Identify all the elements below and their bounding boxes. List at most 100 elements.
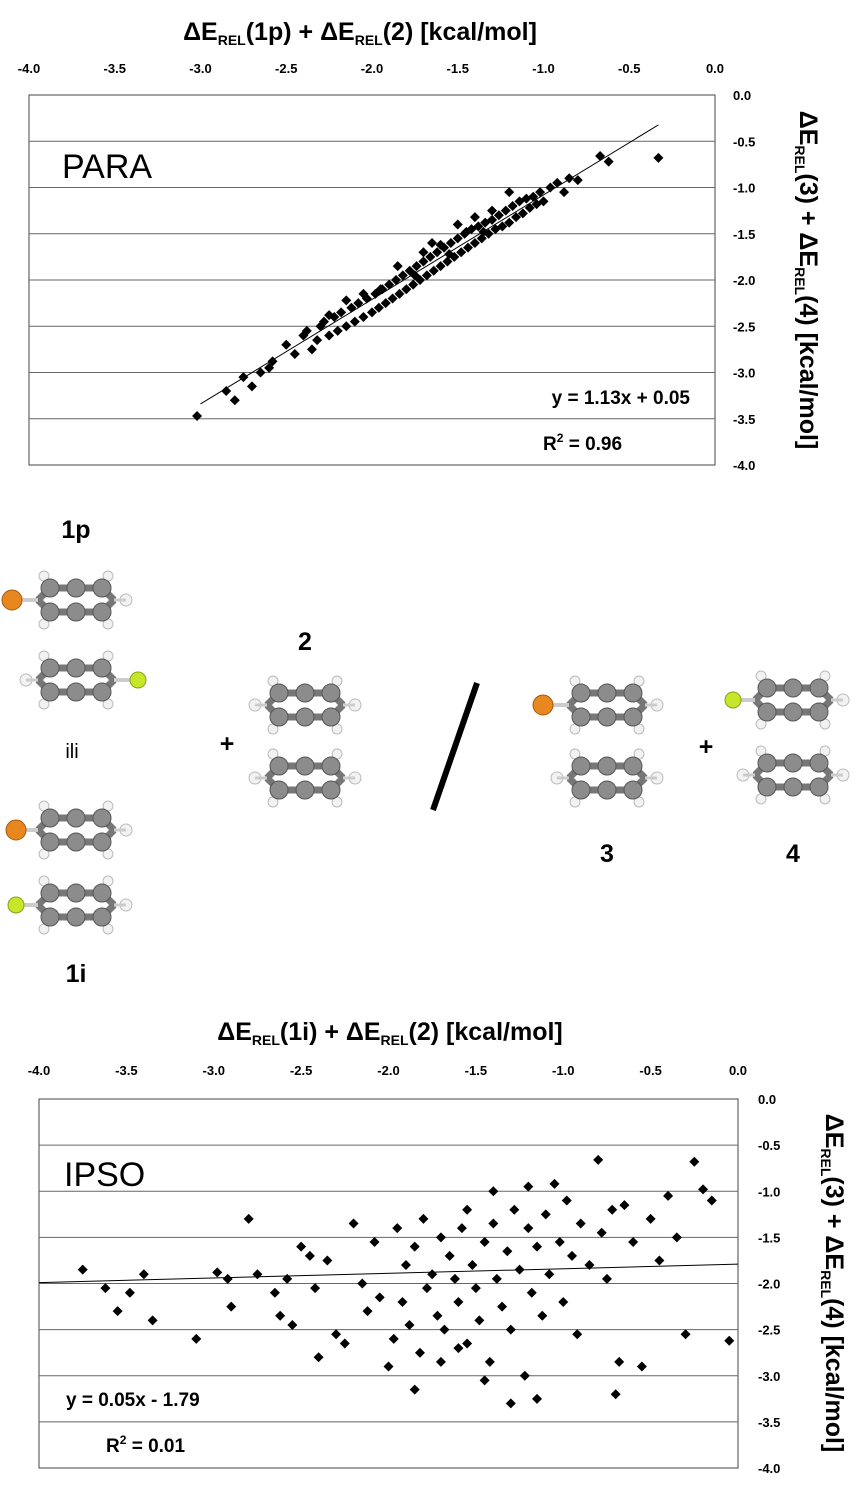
para-x-tick-label: -1.5 — [447, 61, 469, 76]
para-data-point — [312, 335, 323, 346]
ipso-data-point — [310, 1283, 321, 1294]
para-data-point — [353, 298, 364, 309]
para-data-point — [401, 284, 412, 295]
ipso-data-point — [537, 1310, 548, 1321]
para-data-point — [341, 295, 352, 306]
ipso-data-point — [467, 1260, 478, 1271]
ipso-data-point — [435, 1232, 446, 1243]
label-ili: ili — [65, 741, 78, 763]
ipso-data-point — [397, 1296, 408, 1307]
para-data-point — [373, 302, 384, 313]
ipso-x-ticks: -4.0 -3.5 -3.0 -2.5 -2.0 -1.5 -1.0 -0.5 0.0 — [28, 1063, 747, 1078]
para-data-point — [473, 221, 484, 232]
para-data-point — [367, 307, 377, 318]
ipso-data-point — [339, 1338, 350, 1349]
ipso-x-tick-label: -4.0 — [28, 1063, 50, 1078]
para-data-point — [497, 221, 508, 232]
ipso-data-point — [275, 1310, 286, 1321]
para-data-point — [380, 298, 391, 309]
ipso-data-point — [287, 1320, 298, 1331]
ipso-data-point — [449, 1273, 460, 1284]
ipso-data-point — [432, 1310, 443, 1321]
ipso-data-point — [427, 1269, 438, 1280]
para-data-point — [445, 238, 456, 248]
ipso-y-tick-label: -3.5 — [758, 1415, 780, 1430]
ipso-panel-label: IPSO — [64, 1156, 145, 1194]
ipso-data-point — [212, 1267, 223, 1278]
ipso-x-tick-label: -2.5 — [290, 1063, 312, 1078]
ipso-y-tick-label: 0.0 — [758, 1092, 776, 1107]
ipso-data-point — [636, 1361, 647, 1372]
para-data-point — [425, 251, 436, 262]
para-y-tick-label: -1.5 — [733, 227, 755, 242]
para-data-point — [528, 191, 539, 202]
ipso-data-point — [532, 1393, 543, 1404]
ipso-data-point — [462, 1204, 473, 1215]
ipso-y-tick-label: -3.0 — [758, 1369, 780, 1384]
ipso-data-point — [470, 1283, 481, 1294]
para-x-tick-label: 0.0 — [706, 61, 724, 76]
para-x-tick-label: -3.5 — [104, 61, 126, 76]
para-y-tick-label: -0.5 — [733, 134, 755, 149]
para-data-point — [535, 187, 546, 198]
bromine-atom — [1, 589, 23, 611]
ipso-data-point — [663, 1190, 674, 1201]
para-data-point — [444, 249, 455, 260]
label-4: 4 — [786, 840, 800, 868]
ipso-data-point — [296, 1241, 307, 1252]
ipso-data-point — [561, 1195, 572, 1206]
para-y-tick-label: -3.0 — [733, 366, 755, 381]
ipso-data-point — [689, 1156, 700, 1167]
para-data-point — [324, 330, 335, 341]
ipso-data-point — [439, 1324, 450, 1335]
molecule-3-bottom-ring — [551, 749, 663, 807]
para-y-tick-label: 0.0 — [733, 88, 751, 103]
para-data-point — [221, 386, 232, 396]
ipso-data-point — [462, 1338, 473, 1349]
para-data-point — [324, 310, 335, 321]
ipso-data-point — [497, 1301, 508, 1312]
ipso-data-point — [509, 1204, 520, 1215]
para-data-point — [392, 261, 403, 272]
para-x-ticks: -4.0 -3.5 -3.0 -2.5 -2.0 -1.5 -1.0 -0.5 0.0 — [18, 61, 724, 76]
ipso-data-point — [409, 1384, 420, 1395]
para-data-point — [418, 256, 429, 267]
plus-sign-2: + — [699, 733, 714, 761]
molecule-1p-bottom-ring — [20, 651, 147, 709]
ipso-y-tick-label: -2.0 — [758, 1277, 780, 1292]
para-data-point — [552, 177, 563, 188]
para-data-point — [452, 233, 463, 244]
separator-slash — [430, 682, 480, 811]
ipso-data-point — [282, 1273, 293, 1284]
para-data-point — [564, 173, 575, 184]
para-trendline — [200, 124, 659, 405]
ipso-points — [77, 1154, 735, 1409]
para-data-point — [517, 208, 528, 219]
ipso-data-point — [479, 1375, 490, 1386]
para-panel-label: PARA — [62, 148, 152, 186]
ipso-data-point — [100, 1283, 111, 1294]
para-data-point — [456, 247, 467, 258]
ipso-data-point — [724, 1335, 735, 1346]
ipso-data-point — [526, 1287, 537, 1298]
para-data-point — [192, 410, 203, 421]
ipso-x-tick-label: -1.0 — [552, 1063, 574, 1078]
para-data-point — [487, 205, 498, 216]
molecule-2-top-ring — [249, 676, 361, 734]
ipso-data-point — [488, 1218, 499, 1229]
ipso-data-point — [456, 1223, 467, 1234]
ipso-y-tick-label: -2.5 — [758, 1323, 780, 1338]
fluorine-atom — [7, 896, 25, 914]
para-y-ticks: 0.0 -0.5 -1.0 -1.5 -2.0 -2.5 -3.0 -3.5 -4.0 — [733, 88, 755, 473]
ipso-x-tick-label: -2.0 — [377, 1063, 399, 1078]
molecule-4-top-ring — [724, 671, 849, 729]
fluorine-atom — [129, 671, 147, 689]
ipso-data-point — [374, 1292, 385, 1303]
ipso-x-tick-label: -1.5 — [465, 1063, 487, 1078]
ipso-data-point — [549, 1178, 560, 1189]
para-data-point — [504, 187, 515, 198]
ipso-data-point — [222, 1273, 233, 1284]
molecule-1p-top-ring — [1, 571, 132, 629]
para-data-point — [427, 238, 438, 248]
para-chart: ΔEREL(1p) + ΔEREL(2) [kcal/mol] -4.0 -3.5… — [18, 18, 822, 473]
